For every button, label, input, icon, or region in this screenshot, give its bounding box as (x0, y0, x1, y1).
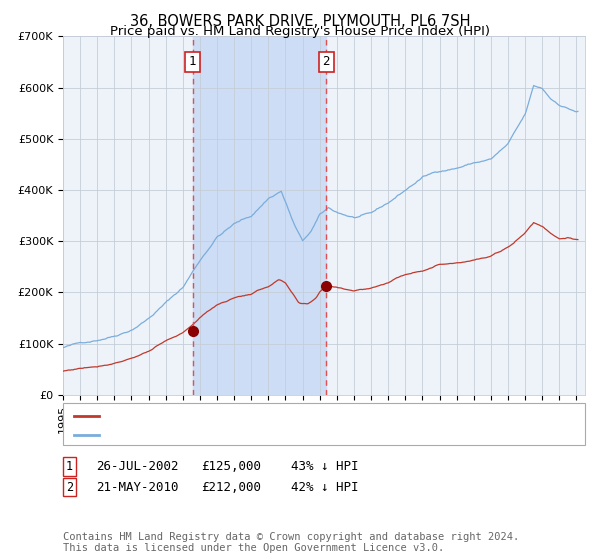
Bar (193, 36, 326, 395)
Text: 2: 2 (323, 55, 330, 68)
Text: 43% ↓ HPI: 43% ↓ HPI (291, 460, 359, 473)
Text: 36, BOWERS PARK DRIVE, PLYMOUTH, PL6 7SH (detached house): 36, BOWERS PARK DRIVE, PLYMOUTH, PL6 7SH… (105, 409, 511, 423)
Text: £212,000: £212,000 (201, 480, 261, 494)
Text: Contains HM Land Registry data © Crown copyright and database right 2024.
This d: Contains HM Land Registry data © Crown c… (63, 531, 519, 553)
Text: 21-MAY-2010: 21-MAY-2010 (96, 480, 179, 494)
Text: Price paid vs. HM Land Registry's House Price Index (HPI): Price paid vs. HM Land Registry's House … (110, 25, 490, 38)
Text: 26-JUL-2002: 26-JUL-2002 (96, 460, 179, 473)
Text: £125,000: £125,000 (201, 460, 261, 473)
Text: 36, BOWERS PARK DRIVE, PLYMOUTH, PL6 7SH: 36, BOWERS PARK DRIVE, PLYMOUTH, PL6 7SH (130, 14, 470, 29)
Text: 42% ↓ HPI: 42% ↓ HPI (291, 480, 359, 494)
Text: 2: 2 (66, 480, 73, 494)
Text: HPI: Average price, detached house, South Hams: HPI: Average price, detached house, Sout… (105, 428, 433, 442)
Text: 1: 1 (189, 55, 196, 68)
Text: 1: 1 (66, 460, 73, 473)
